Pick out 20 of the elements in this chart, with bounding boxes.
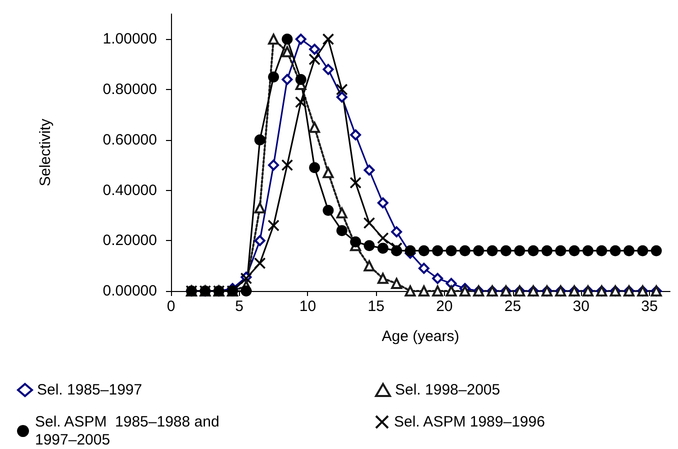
y-tick-label: 0.20000 <box>102 232 157 250</box>
legend-label: Sel. 1998–2005 <box>395 382 500 398</box>
y-tick-label: 1.00000 <box>102 30 157 48</box>
y-axis-title: Selectivity <box>37 118 54 186</box>
x-tick-label: 20 <box>436 298 453 315</box>
x-tick-label: 35 <box>641 298 658 315</box>
legend-label: Sel. 1985–1997 <box>37 382 142 398</box>
x-tick-label: 15 <box>368 298 384 315</box>
x-tick-label: 25 <box>504 298 522 315</box>
x-tick-label: 0 <box>166 298 176 315</box>
y-tick-label: 0.60000 <box>102 131 157 148</box>
legend-label: Sel. ASPM 1989–1996 <box>394 414 545 430</box>
x-axis-title: Age (years) <box>382 328 460 345</box>
x-tick-label: 10 <box>299 298 316 315</box>
y-tick-label: 0.40000 <box>102 182 157 199</box>
y-tick-label: 0.00000 <box>102 282 157 300</box>
x-tick-label: 5 <box>235 298 244 315</box>
y-tick-label: 0.80000 <box>102 81 157 98</box>
x-tick-label: 30 <box>572 298 590 315</box>
legend-label: Sel. ASPM 1985–1988 and 1997–2005 <box>35 414 224 448</box>
